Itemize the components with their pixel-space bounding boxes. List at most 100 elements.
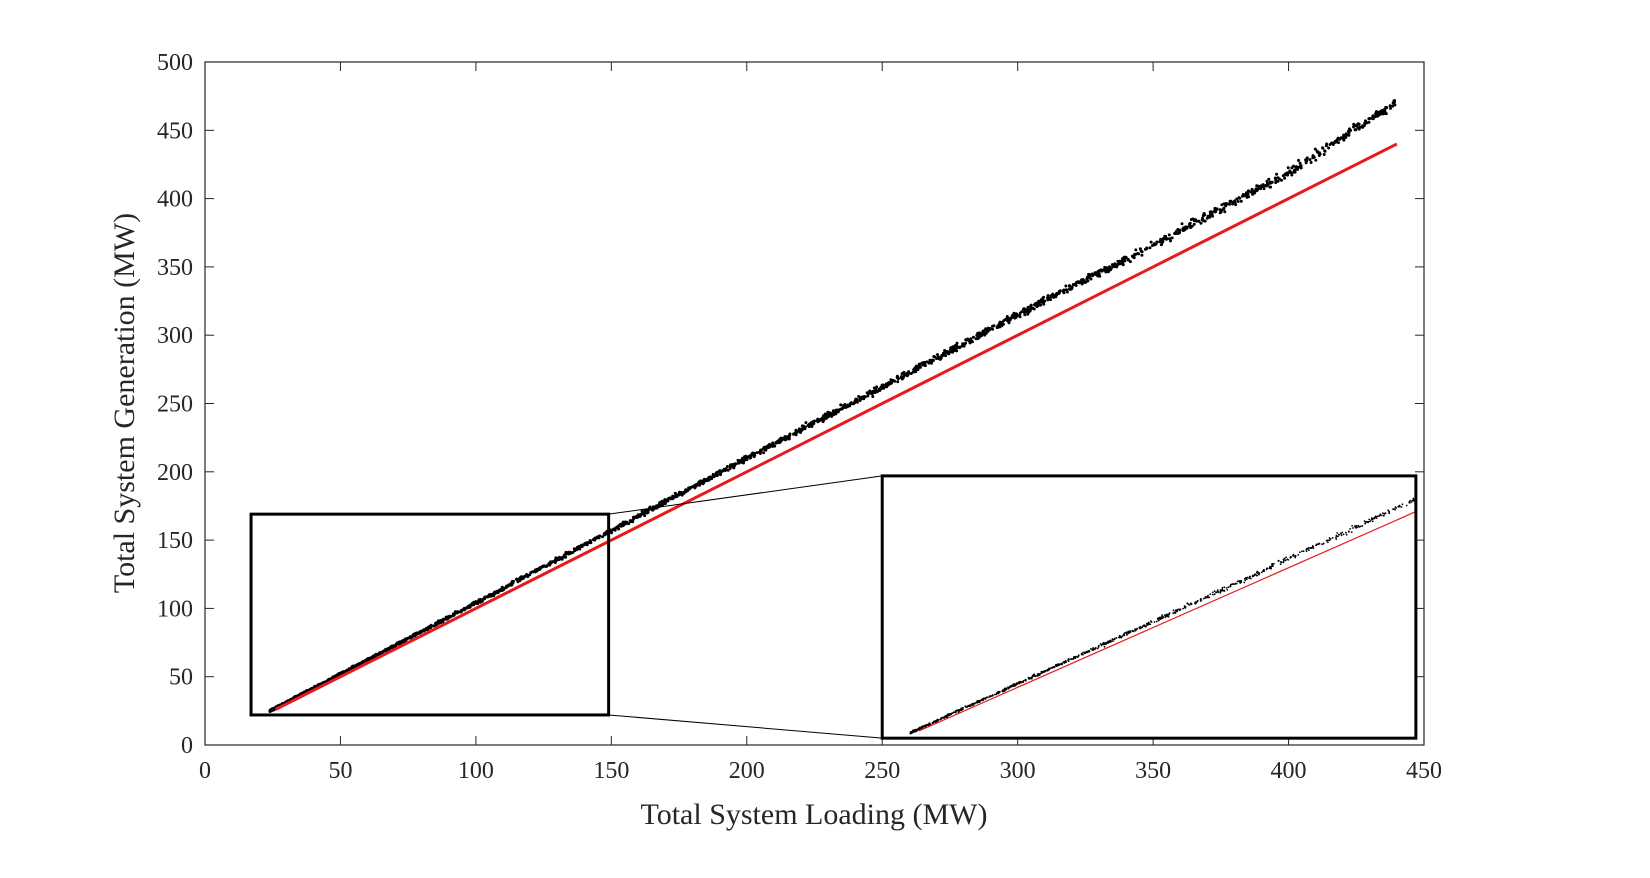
scatter-point <box>755 451 759 455</box>
scatter-point <box>490 592 494 596</box>
inset-scatter-point <box>1340 534 1343 537</box>
scatter-point <box>1128 260 1132 264</box>
scatter-point <box>1170 236 1174 240</box>
inset-scatter-point <box>1322 542 1325 545</box>
inset-scatter-point <box>1219 590 1222 593</box>
scatter-point <box>1210 212 1214 216</box>
inset-scatter-point <box>1282 561 1285 564</box>
scatter-point <box>1357 127 1361 131</box>
scatter-point <box>1149 240 1153 244</box>
scatter-point <box>1062 291 1066 295</box>
scatter-point <box>1336 136 1340 140</box>
scatter-point <box>793 432 797 436</box>
inset-scatter-point <box>1336 532 1339 534</box>
x-tick-label: 200 <box>729 758 765 784</box>
inset-scatter-point <box>1388 512 1391 515</box>
inset-scatter-point <box>1328 537 1331 539</box>
inset-scatter-point <box>1364 522 1367 525</box>
inset-scatter-point <box>1225 587 1228 589</box>
scatter-point <box>555 557 559 561</box>
scatter-point <box>719 470 723 474</box>
inset-scatter-point <box>955 711 957 713</box>
inset-scatter-point <box>1382 512 1384 515</box>
scatter-point <box>823 412 827 416</box>
scatter-point <box>854 398 857 402</box>
scatter-point <box>1140 253 1144 257</box>
scatter-point <box>965 338 969 342</box>
scatter-point <box>493 590 497 594</box>
scatter-point <box>1269 185 1273 189</box>
scatter-point <box>684 488 688 492</box>
scatter-point <box>1299 165 1303 169</box>
scatter-point <box>832 413 836 417</box>
scatter-point <box>740 460 744 464</box>
inset-scatter-point <box>1337 533 1340 536</box>
scatter-point <box>1323 149 1327 153</box>
scatter-point <box>1148 246 1152 250</box>
scatter-point <box>413 632 417 636</box>
inset-scatter-point <box>1018 682 1021 685</box>
scatter-point <box>991 327 994 331</box>
inset-scatter-point <box>966 706 968 708</box>
scatter-point <box>887 381 891 385</box>
scatter-point <box>566 551 570 555</box>
inset-scatter-point <box>1248 575 1251 578</box>
inset-scatter-point <box>1356 526 1358 529</box>
scatter-point <box>1085 276 1089 280</box>
inset-scatter-point <box>1258 572 1261 575</box>
scatter-point <box>1163 234 1167 238</box>
scatter-point <box>643 514 647 518</box>
scatter-point <box>465 606 468 610</box>
scatter-point <box>701 482 705 486</box>
inset-scatter-point <box>1184 606 1187 608</box>
scatter-point <box>596 536 600 540</box>
scatter-point <box>986 327 990 331</box>
inset-scatter-point <box>1132 630 1135 633</box>
x-tick-label: 100 <box>458 758 494 784</box>
scatter-point <box>525 573 529 577</box>
inset-scatter-point <box>1305 550 1308 553</box>
inset-scatter-point <box>987 696 989 699</box>
scatter-point <box>408 636 412 640</box>
inset-scatter-point <box>1408 500 1411 503</box>
scatter-point <box>782 437 786 441</box>
scatter-point <box>1208 214 1211 218</box>
scatter-point <box>529 571 533 575</box>
inset-scatter-point <box>1139 625 1142 628</box>
inset-scatter-point <box>941 717 944 719</box>
scatter-point <box>428 626 432 630</box>
scatter-point <box>955 349 959 353</box>
inset-scatter-point <box>1387 509 1390 512</box>
inset-scatter-point <box>927 724 930 727</box>
inset-scatter-point <box>960 708 963 711</box>
scatter-point <box>586 541 590 545</box>
scatter-point <box>813 419 817 423</box>
inset-scatter-point <box>1315 544 1318 546</box>
scatter-point <box>1222 207 1226 211</box>
scatter-point <box>658 501 662 505</box>
scatter-point <box>1229 199 1233 203</box>
inset-scatter-point <box>1301 550 1303 553</box>
scatter-point <box>531 570 535 574</box>
inset-scatter-point <box>1090 648 1092 650</box>
scatter-point <box>650 508 654 512</box>
scatter-point <box>1274 178 1278 182</box>
scatter-point <box>1101 268 1105 272</box>
scatter-point <box>1057 292 1061 296</box>
inset-scatter-point <box>1215 591 1217 594</box>
scatter-point <box>1283 172 1287 176</box>
scatter-point <box>1111 265 1115 269</box>
scatter-point <box>732 466 736 470</box>
inset-scatter-point <box>912 729 915 732</box>
inset-scatter-point <box>971 703 974 705</box>
inset-scatter-point <box>976 700 979 702</box>
scatter-point <box>1188 223 1192 227</box>
scatter-point <box>1305 159 1309 163</box>
scatter-point <box>1293 170 1297 174</box>
scatter-point <box>913 367 917 371</box>
scatter-point <box>1113 262 1117 266</box>
inset-scatter-point <box>1204 597 1207 599</box>
scatter-point <box>815 419 819 422</box>
scatter-point <box>1000 320 1004 324</box>
scatter-point <box>1145 247 1149 250</box>
